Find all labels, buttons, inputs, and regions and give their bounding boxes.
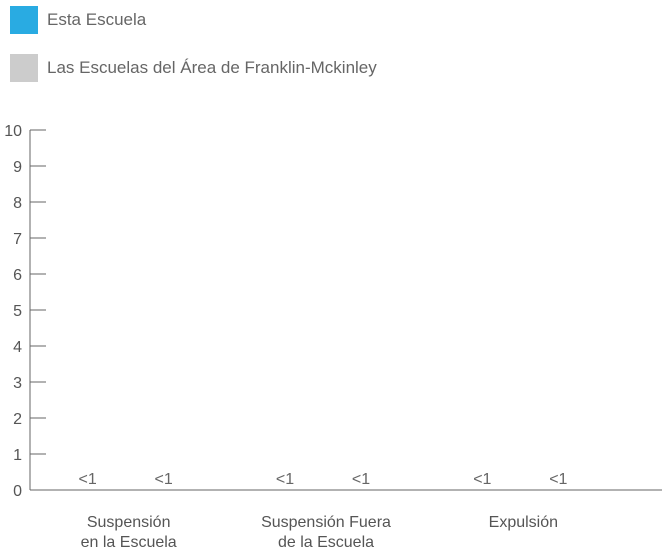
bar-value-label: <1 [276,471,294,488]
legend-swatch-esta-escuela [10,6,38,34]
bar-value-label: <1 [352,471,370,488]
y-tick-label: 1 [13,447,22,464]
legend-label-esta-escuela: Esta Escuela [47,10,147,29]
legend-label-area-schools: Las Escuelas del Área de Franklin-Mckinl… [47,58,377,77]
bar-value-label: <1 [473,471,491,488]
bar-value-label: <1 [79,471,97,488]
y-tick-label: 0 [13,483,22,500]
bar-value-label: <1 [549,471,567,488]
category-label: Suspensión Fuera [261,514,391,531]
y-tick-label: 7 [13,231,22,248]
category-label: Expulsión [489,514,558,531]
bar-value-label: <1 [155,471,173,488]
y-tick-label: 10 [4,123,22,140]
category-label: de la Escuela [278,534,374,550]
y-tick-label: 5 [13,303,22,320]
y-tick-label: 3 [13,375,22,392]
y-tick-label: 4 [13,339,22,356]
y-tick-label: 6 [13,267,22,284]
y-tick-label: 9 [13,159,22,176]
y-tick-label: 2 [13,411,22,428]
category-label: Suspensión [87,514,171,531]
y-tick-label: 8 [13,195,22,212]
legend-swatch-area-schools [10,54,38,82]
category-label: en la Escuela [81,534,177,550]
